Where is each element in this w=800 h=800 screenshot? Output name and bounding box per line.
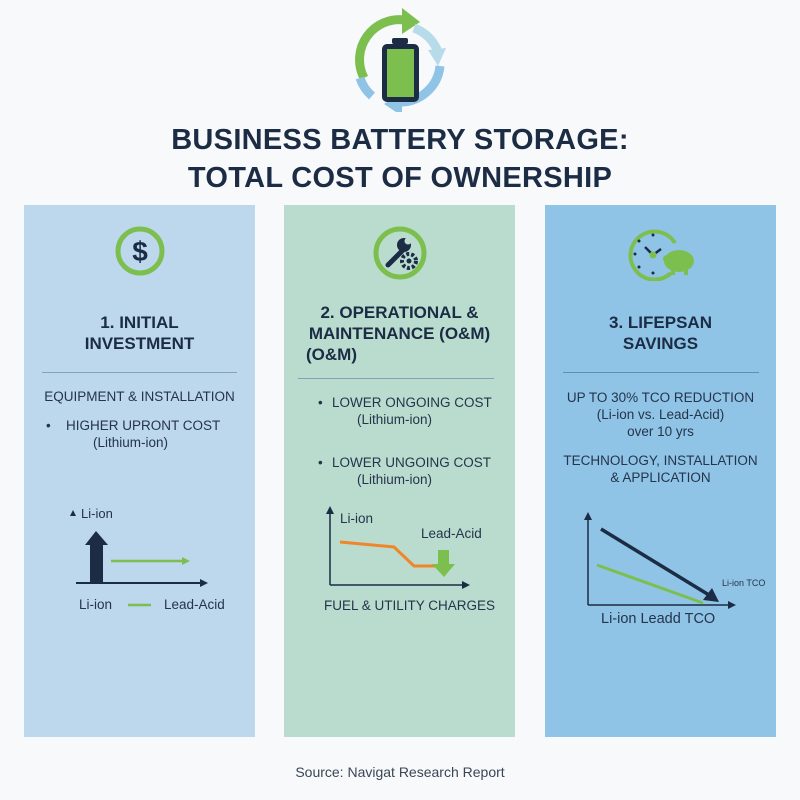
x-axis-label: Li-ion Leadd TCO: [601, 611, 715, 625]
lead-acid-label: Lead-Acid: [421, 526, 482, 541]
page-title-line2: TOTAL COST OF OWNERSHIP: [187, 162, 613, 194]
divider: [563, 372, 759, 373]
panel-title-line2: MAINTENANCE (O&M): [308, 324, 491, 343]
legend-lead-acid: Lead-Acid: [164, 597, 225, 612]
dollar-icon: $: [115, 226, 165, 276]
bullet-dot: •: [318, 455, 323, 470]
initial-cost-chart: Li-ion Li-ion Lead-Acid: [70, 506, 225, 612]
savings-line2: (Li-ion vs. Lead-Acid): [596, 407, 725, 422]
down-arrow-icon: [432, 564, 455, 577]
source-note: Source: Navigat Research Report: [295, 764, 505, 780]
battery-cycle-icon: [355, 8, 446, 112]
panel-lifespan-savings: 3. LIFEPSAN SAVINGS UP TO 30% TCO REDUCT…: [545, 205, 776, 737]
y-axis-arrowhead: [584, 512, 592, 520]
small-up-arrow-icon: [70, 510, 76, 516]
panel-title-line2: SAVINGS: [622, 334, 699, 353]
legend-li-ion: Li-ion: [79, 597, 112, 612]
panel-operational-maintenance: 2. OPERATIONAL & MAINTENANCE (O&M) (O&M)…: [284, 205, 515, 737]
wrench-gear-icon: [373, 226, 427, 280]
om-cost-chart: Li-ion Lead-Acid FUEL & UTILITY CHARGES: [324, 506, 495, 613]
savings-line1: UP TO 30% TCO REDUCTION: [566, 390, 755, 405]
tco-chart: Li-ion TCO Li-ion Leadd TCO: [584, 512, 765, 625]
x-axis-arrowhead: [462, 581, 470, 589]
clock-piggy-bank-icon: [628, 229, 694, 281]
panel-initial-investment: $ 1. INITIAL INVESTMENT EQUIPMENT & INST…: [24, 205, 255, 737]
bullet-text: HIGHER UPRONT COST: [66, 418, 221, 433]
panel-title-line1: 3. LIFEPSAN: [609, 313, 712, 332]
x-axis-arrowhead: [200, 579, 208, 587]
li-ion-tco-line: [600, 527, 710, 597]
li-ion-bar: [90, 543, 103, 583]
li-ion-tco-label: Li-ion TCO: [722, 578, 765, 588]
panel-title-line3: (O&M): [306, 345, 357, 364]
x-axis-label: FUEL & UTILITY CHARGES: [324, 598, 495, 613]
panel-title-line1: 2. OPERATIONAL &: [320, 303, 479, 322]
subhead: EQUIPMENT & INSTALLATION: [44, 389, 235, 404]
bullet-text: LOWER UNGOING COST: [332, 455, 492, 470]
cost-line: [339, 540, 440, 568]
page-title-line1: BUSINESS BATTERY STORAGE:: [171, 124, 629, 156]
bullet-dot: •: [318, 395, 323, 410]
li-ion-arrowhead: [85, 531, 108, 545]
bullet-subtext: (Lithium-ion): [357, 412, 433, 427]
lead-acid-tco-line: [596, 563, 704, 605]
y-axis-arrowhead: [326, 506, 334, 514]
x-axis-arrowhead: [728, 601, 736, 609]
panel-title-line2: INVESTMENT: [84, 334, 195, 353]
bullet-text: LOWER ONGOING COST: [332, 395, 492, 410]
chart-top-label: Li-ion: [340, 511, 373, 526]
savings-line3: over 10 yrs: [627, 424, 694, 439]
divider: [42, 372, 237, 373]
bullet-subtext: (Lithium-ion): [93, 435, 169, 450]
down-arrow-shaft: [438, 550, 449, 564]
svg-text:$: $: [132, 236, 148, 267]
divider: [298, 378, 494, 379]
bullet-dot: •: [46, 418, 51, 433]
savings-line5: & APPLICATION: [610, 470, 711, 485]
bullet-subtext: (Lithium-ion): [357, 472, 433, 487]
savings-line4: TECHNOLOGY, INSTALLATION: [563, 453, 758, 468]
lead-acid-arrowhead: [182, 557, 190, 565]
panel-title-line1: 1. INITIAL: [100, 313, 179, 332]
chart-top-label: Li-ion: [81, 506, 113, 521]
li-ion-tco-arrowhead: [703, 588, 719, 602]
